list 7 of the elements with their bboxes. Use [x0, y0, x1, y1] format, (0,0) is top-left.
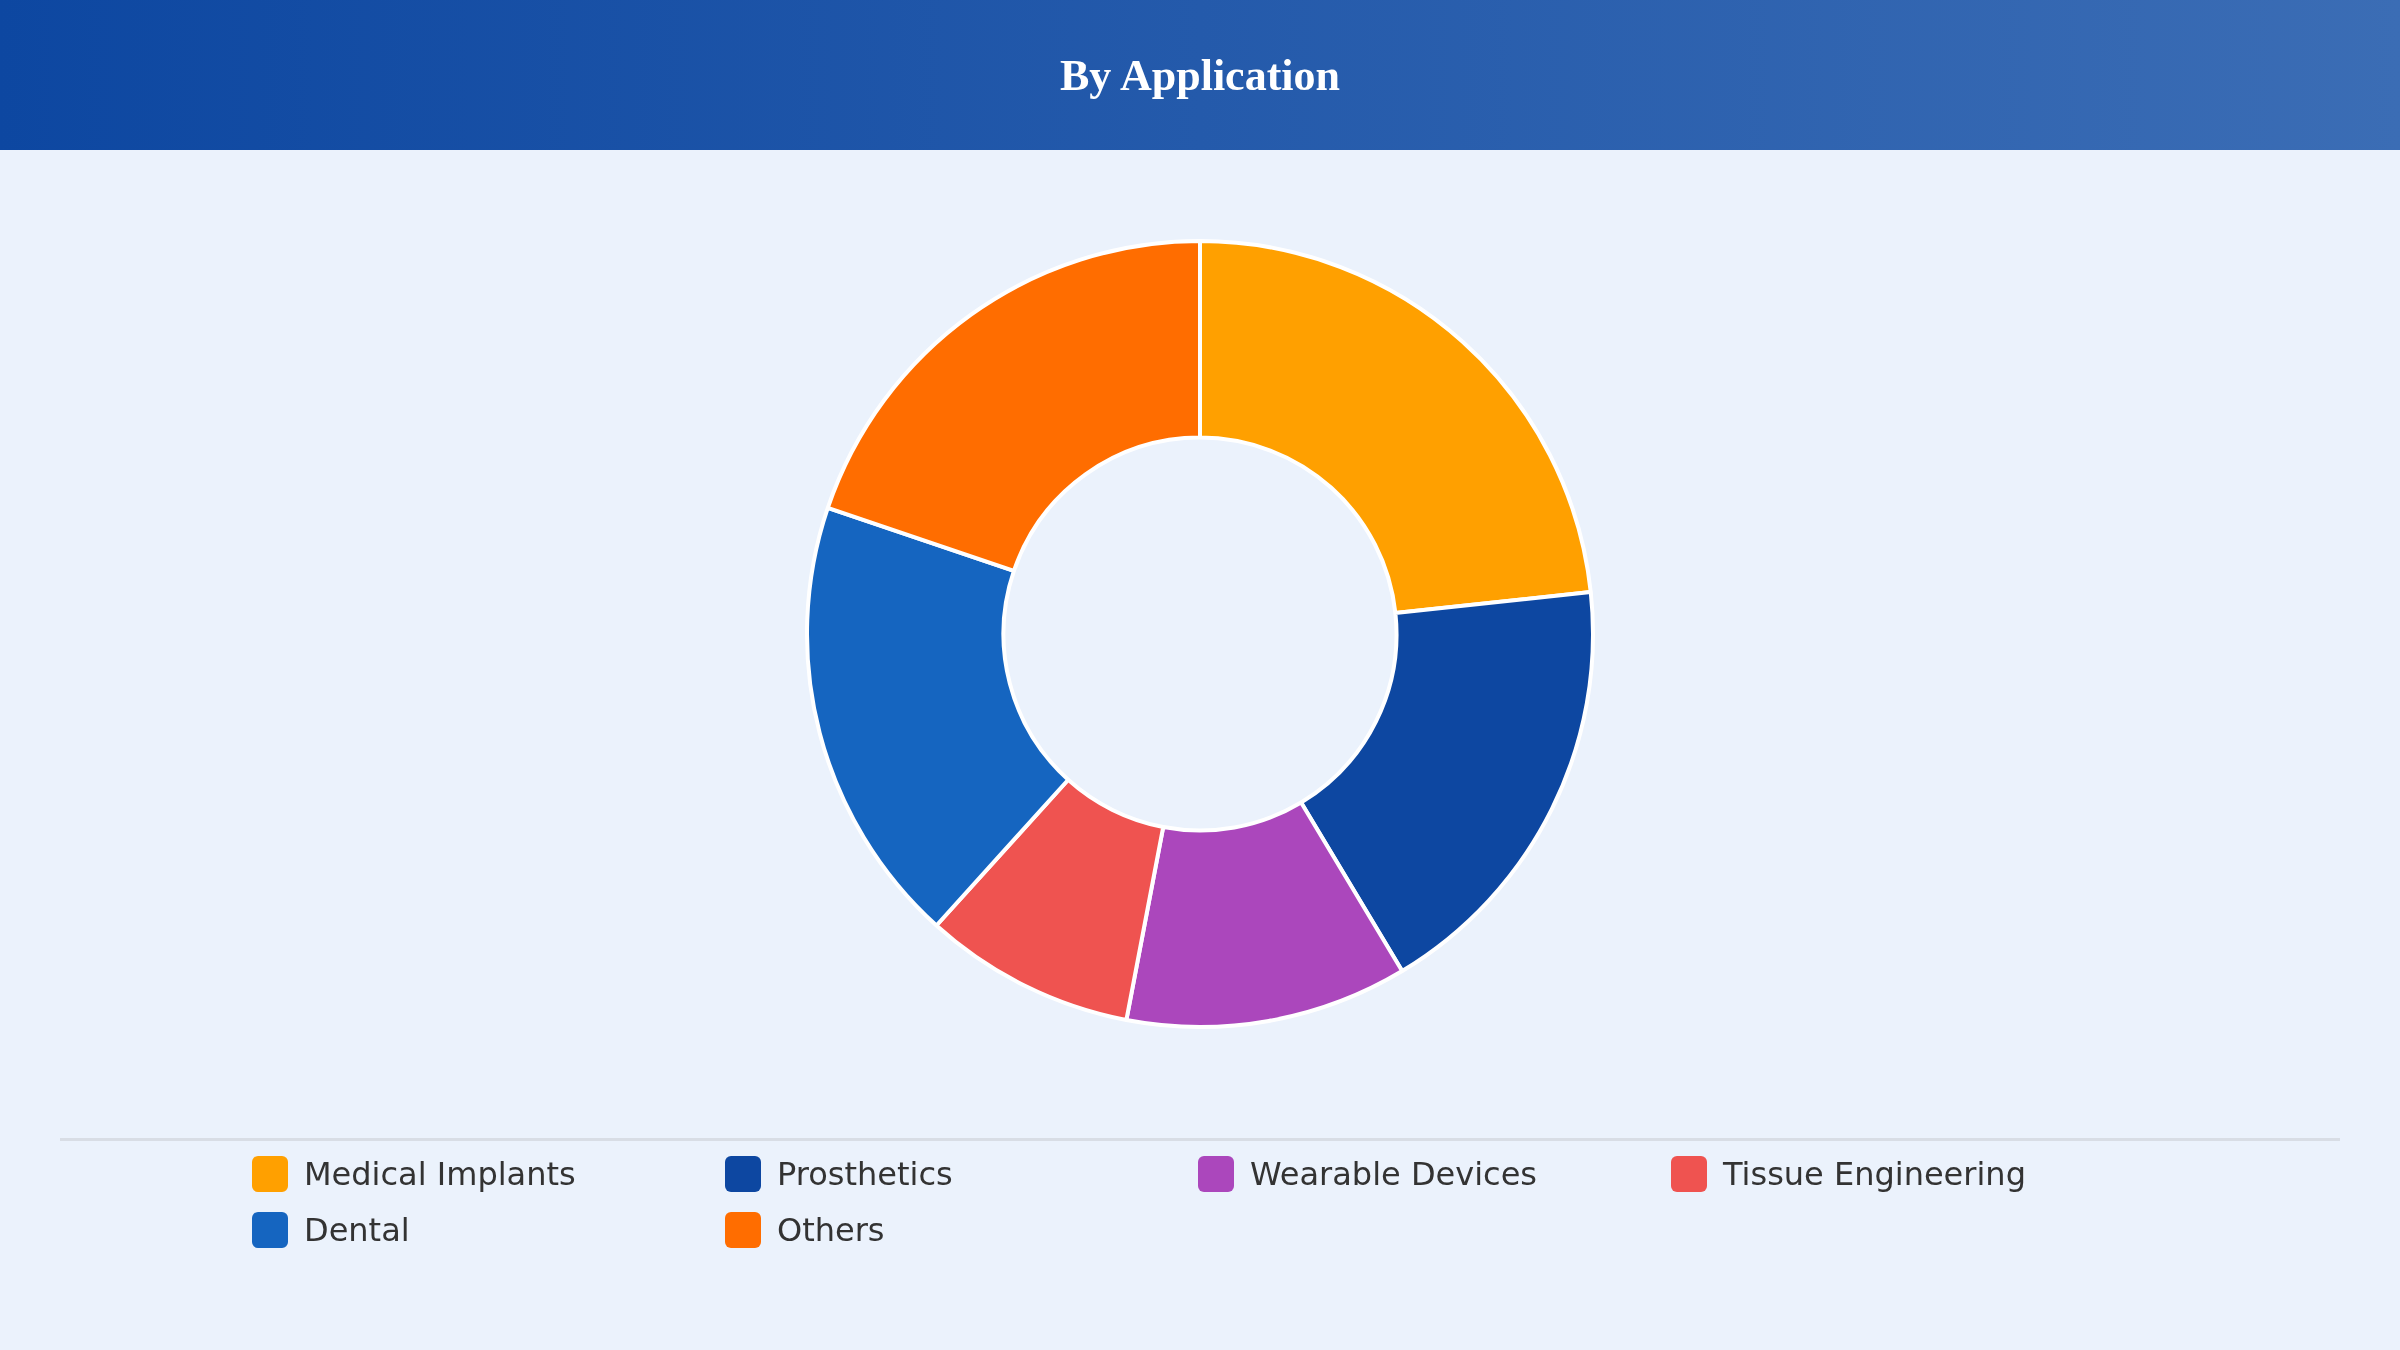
chart-title: By Application — [1060, 49, 1340, 101]
legend-label: Medical Implants — [304, 1155, 576, 1193]
legend-label: Tissue Engineering — [1723, 1155, 2026, 1193]
legend-label: Prosthetics — [777, 1155, 953, 1193]
legend-label: Wearable Devices — [1250, 1155, 1537, 1193]
legend-label: Dental — [304, 1211, 410, 1249]
legend-label: Others — [777, 1211, 885, 1249]
